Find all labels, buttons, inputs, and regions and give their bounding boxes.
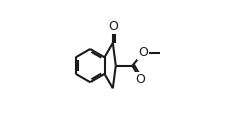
Text: O: O (138, 46, 148, 59)
Text: O: O (136, 74, 146, 86)
Text: O: O (108, 20, 118, 33)
